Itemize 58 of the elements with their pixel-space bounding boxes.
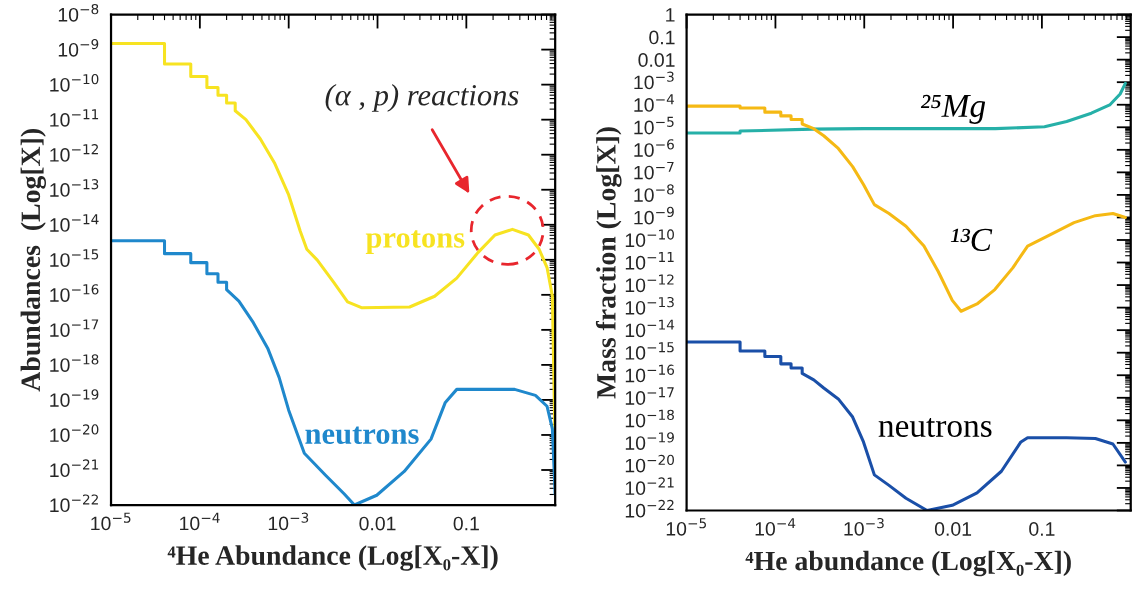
y-axis-title: Mass fraction (Log[X]) [595,127,622,399]
y-tick-label: 10$^{−7}$ [634,161,674,180]
x-tick-label: 10$^{−4}$ [180,512,220,531]
y-tick-label: 10$^{−20}$ [625,454,674,473]
y-tick-label: 10$^{−18}$ [50,354,99,372]
y-tick-label: 10$^{−19}$ [625,432,674,450]
y-tick-label: 10$^{−18}$ [625,409,674,428]
y-tick-label: 10$^{−16}$ [50,284,99,302]
y-tick-label: 10$^{−11}$ [50,109,99,127]
y-tick-label: 0.01 [638,53,675,67]
y-tick-label: 10$^{−22}$ [625,499,674,518]
y-tick-label: 10$^{−13}$ [50,179,99,197]
series-label: ¹³C [950,228,993,252]
x-tick-label: 10$^{−5}$ [666,518,706,536]
y-tick-label: 10$^{−4}$ [634,94,675,112]
y-tick-label: 10$^{−17}$ [625,387,674,405]
x-axis-title: ⁴He Abundance (Log[X₀-X]) [167,545,498,571]
y-tick-label: 10$^{−8}$ [58,3,99,22]
y-tick-label: 10$^{−15}$ [50,249,99,267]
y-tick-label: 10$^{−22}$ [50,494,98,513]
y-axis-title: Abundances (Log[X]) [20,129,47,392]
x-tick-label: 0.01 [359,516,396,531]
series-label: neutrons [305,426,419,445]
y-tick-label: 0.1 [649,30,675,45]
x-tick-label: 10$^{−3}$ [844,517,884,536]
y-tick-label: 10$^{−16}$ [625,364,675,383]
y-tick-label: 10$^{−15}$ [625,342,674,360]
y-tick-label: 10$^{−14}$ [50,214,99,232]
y-tick-label: 10$^{−10}$ [625,229,674,248]
series-label: protons [365,230,465,255]
annotation: (α , p) reactions [325,84,519,112]
y-tick-label: 10$^{−21}$ [625,477,674,496]
y-tick-label: 10$^{−17}$ [50,319,99,337]
y-tick-label: 10$^{−8}$ [634,184,674,202]
series-label: ²⁵Mg [920,94,986,124]
y-tick-label: 10$^{−9}$ [634,206,674,225]
y-tick-label: 10$^{−13}$ [625,296,674,315]
x-tick-label: 0.1 [1029,522,1055,536]
x-axis-title: ⁴He abundance (Log[X₀-X]) [745,550,1071,577]
y-tick-label: 10$^{−5}$ [634,116,674,135]
y-tick-label: 10$^{−12}$ [50,144,98,162]
y-tick-label: 1 [666,8,675,22]
y-tick-label: 10$^{−10}$ [50,73,99,92]
y-tick-label: 10$^{−3}$ [634,71,674,90]
y-tick-label: 10$^{−21}$ [50,459,99,478]
y-tick-label: 10$^{−14}$ [625,319,675,338]
y-tick-label: 10$^{−19}$ [50,389,99,408]
x-tick-label: 10$^{−4}$ [755,518,796,536]
y-tick-label: 10$^{−20}$ [50,424,99,443]
y-tick-label: 10$^{−9}$ [58,38,99,57]
x-tick-label: 10$^{−5}$ [91,512,131,531]
x-tick-label: 0.1 [453,516,479,531]
x-tick-label: 0.01 [934,522,972,536]
y-tick-label: 10$^{−6}$ [634,139,674,157]
series-label: neutrons [878,417,992,437]
y-tick-label: 10$^{−11}$ [625,252,674,270]
y-tick-label: 10$^{−12}$ [625,274,674,293]
x-tick-label: 10$^{−3}$ [268,512,309,531]
